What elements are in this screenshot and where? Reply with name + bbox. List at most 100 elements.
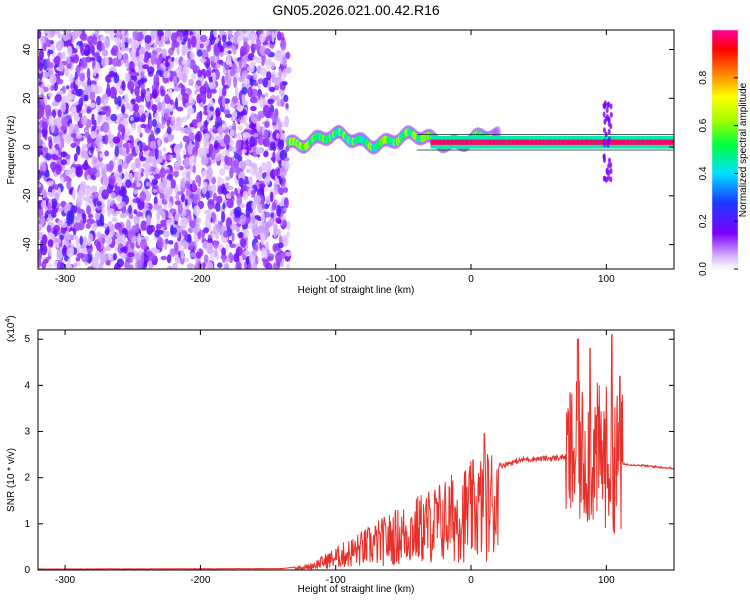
spectrogram-noise-cell	[282, 81, 288, 86]
spectrogram-noise-cell	[243, 78, 250, 86]
spectrogram-noise-cell	[121, 33, 126, 44]
spectrogram-noise-cell	[189, 122, 194, 129]
spectrogram-noise-cell	[46, 224, 52, 233]
spectrogram-noise-cell	[196, 80, 202, 87]
spectrogram-band-core	[452, 139, 454, 145]
spectrogram-noise-cell	[130, 116, 134, 121]
spectrogram-noise-cell	[199, 43, 204, 49]
spectrogram-noise-cell	[56, 78, 64, 85]
spectrogram-noise-cell	[188, 240, 195, 250]
spectrogram-noise-cell	[81, 82, 88, 88]
spectrogram-noise-cell	[137, 123, 142, 134]
spectrogram-noise-cell	[214, 140, 219, 150]
spectrogram-band-core	[468, 139, 470, 145]
spectrogram-spike-cell	[609, 176, 613, 183]
spectrogram-noise-cell	[138, 165, 142, 174]
spectrogram-noise-cell	[88, 233, 94, 243]
spectrogram-spike-cell	[602, 127, 606, 134]
spectrogram-band-core	[655, 139, 657, 145]
spectrogram-noise-cell	[241, 70, 249, 79]
spectrogram-noise-cell	[230, 191, 235, 199]
spectrogram-noise-cell	[258, 33, 267, 43]
spectrogram-noise-cell	[162, 147, 167, 152]
spectrogram-noise-cell	[140, 238, 148, 250]
spectrogram-noise-cell	[84, 86, 92, 93]
spectrogram-noise-cell	[211, 177, 217, 185]
spectrogram-noise-cell	[46, 61, 54, 69]
spectrogram-noise-cell	[73, 153, 78, 162]
spectrogram-noise-cell	[273, 223, 278, 234]
spectrogram-noise-cell	[53, 238, 61, 245]
spectrogram-band-core	[454, 139, 457, 145]
spectrogram-noise-cell	[271, 112, 278, 124]
spectrogram-noise-cell	[138, 104, 143, 116]
spectrogram-noise-cell	[236, 187, 241, 194]
spectrogram-noise-cell	[38, 191, 41, 196]
spectrogram-band-core	[653, 139, 656, 145]
spectrogram-band-core	[660, 139, 663, 145]
spectrogram-noise-cell	[189, 51, 193, 59]
spectrogram-noise-cell	[151, 104, 158, 113]
spectrogram-noise-cell	[195, 251, 202, 259]
spectrogram-noise-cell	[121, 233, 126, 241]
spectrogram-noise-cell	[256, 122, 261, 132]
spectrogram-noise-cell	[219, 168, 226, 176]
spectrogram-band-core	[536, 139, 538, 145]
spectrogram-noise-cell	[199, 34, 207, 43]
spectrogram-noise-cell	[96, 40, 103, 53]
spectrogram-noise-cell	[38, 183, 42, 188]
spectrogram-noise-cell	[241, 55, 248, 64]
y-tick-label: 4	[24, 380, 30, 391]
spectrogram-noise-cell	[274, 76, 282, 87]
spectrogram-noise-cell	[165, 238, 169, 245]
spectrogram-band-core	[579, 139, 581, 145]
spectrogram-noise-cell	[176, 45, 180, 56]
spectrogram-noise-cell	[219, 30, 225, 36]
spectrogram-band-core	[614, 139, 617, 145]
spectrogram-noise-cell	[276, 205, 282, 217]
spectrogram-noise-cell	[158, 149, 162, 161]
colorbar-gradient	[712, 30, 738, 269]
spectrogram-noise-cell	[127, 252, 135, 258]
spectrogram-noise-cell	[185, 181, 191, 190]
spectrogram-noise-cell	[65, 170, 73, 176]
spectrogram-noise-cell	[54, 192, 60, 202]
spectrogram-noise-cell	[90, 130, 97, 139]
spectrogram-noise-cell	[107, 252, 112, 261]
spectrogram-noise-cell	[61, 116, 68, 128]
spectrogram-noise-cell	[179, 32, 183, 41]
spectrogram-noise-cell	[262, 138, 270, 147]
spectrogram-band-core	[461, 139, 464, 145]
spectrogram-noise-cell	[180, 248, 185, 260]
spectrogram-noise-cell	[152, 88, 158, 99]
spectrogram-noise-cell	[229, 129, 235, 137]
spectrogram-noise-cell	[50, 198, 58, 209]
spectrogram-band-core	[582, 139, 584, 145]
spectrogram-noise-cell	[150, 130, 155, 143]
spectrogram-noise-cell	[101, 203, 106, 209]
spectrogram-noise-cell	[104, 30, 111, 34]
spectrogram-noise-cell	[175, 192, 180, 202]
spectrogram-noise-cell	[235, 261, 242, 269]
spectrogram-noise-cell	[81, 30, 86, 36]
spectrogram-noise-cell	[251, 262, 257, 269]
snr-series-line	[38, 334, 674, 570]
spectrogram-noise-cell	[93, 67, 97, 77]
spectrogram-noise-cell	[82, 236, 88, 248]
spectrogram-band-core	[499, 139, 501, 145]
spectrogram-band-core	[637, 139, 640, 145]
spectrogram-noise-cell	[121, 227, 128, 236]
spectrogram-band-core	[617, 139, 619, 145]
spectrogram-noise-cell	[110, 113, 118, 122]
y-tick-label: 40	[22, 44, 33, 56]
spectrogram-band-core	[575, 139, 577, 145]
x-tick-label: -200	[190, 274, 210, 285]
spectrogram-noise-cell	[279, 261, 284, 268]
spectrogram-band-core	[477, 139, 480, 145]
spectrogram-noise-cell	[264, 121, 270, 128]
spectrogram-noise-cell	[102, 121, 110, 133]
spectrogram-noise-cell	[163, 108, 171, 114]
spectrogram-band-core	[622, 139, 625, 145]
spectrogram-noise-cell	[223, 134, 231, 146]
spectrogram-noise-cell	[43, 42, 47, 51]
